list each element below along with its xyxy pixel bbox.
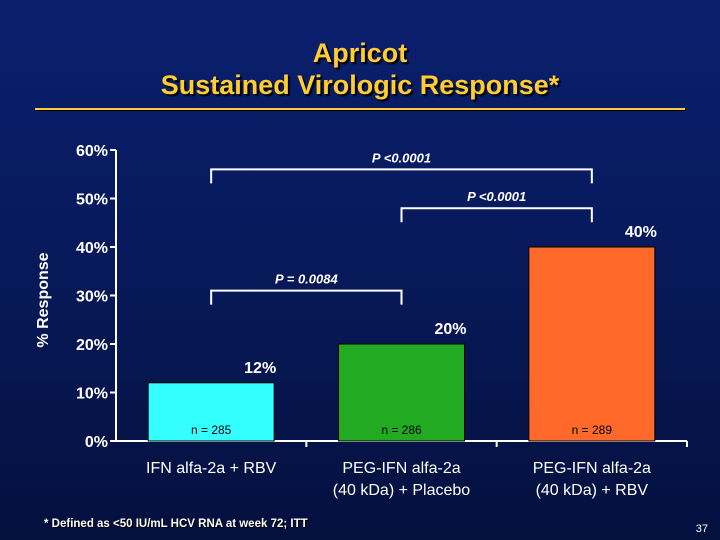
x-tick-label: IFN alfa-2a + RBV (146, 460, 277, 477)
p-value-label: P = 0.0084 (275, 272, 339, 287)
y-tick-label: 10% (76, 386, 108, 403)
title-underline (35, 108, 685, 110)
y-tick-label: 30% (76, 289, 108, 306)
y-tick-label: 50% (76, 192, 108, 209)
p-value-label: P <0.0001 (372, 150, 431, 165)
bar-value-label: 20% (434, 321, 466, 338)
y-tick-label: 20% (76, 337, 108, 354)
significance-bracket (210, 168, 593, 184)
bar (338, 343, 465, 442)
footnote: * Defined as <50 IU/mL HCV RNA at week 7… (44, 518, 308, 530)
x-tick-label: PEG-IFN alfa-2a (342, 460, 460, 477)
x-tick-label: PEG-IFN alfa-2a (533, 460, 651, 477)
bar-n-label: n = 285 (191, 423, 232, 437)
significance-bracket (400, 207, 593, 223)
x-tick-label: (40 kDa) + RBV (536, 482, 649, 499)
p-value-label: P <0.0001 (467, 189, 526, 204)
y-tick-label: 0% (85, 434, 108, 451)
bar (528, 246, 656, 442)
page-number: 37 (695, 523, 708, 535)
bar (147, 382, 275, 442)
y-axis-label: % Response (35, 252, 52, 347)
y-tick-label: 40% (76, 240, 108, 257)
bar-value-label: 40% (625, 224, 657, 241)
bar-value-label: 12% (244, 360, 276, 377)
significance-bracket (210, 289, 403, 305)
bar-n-label: n = 286 (381, 423, 422, 437)
slide-title-line2: Sustained Virologic Response* (160, 70, 560, 100)
bar-n-label: n = 289 (572, 423, 613, 437)
slide-title-line1: Apricot (312, 38, 408, 68)
x-tick-label: (40 kDa) + Placebo (333, 482, 471, 499)
y-tick-label: 60% (76, 143, 108, 160)
